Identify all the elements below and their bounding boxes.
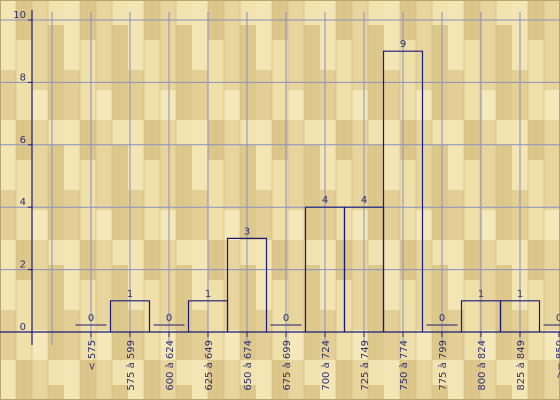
grid-lines (0, 12, 560, 345)
x-tick-label: 625 à 649 (203, 340, 215, 391)
axes (0, 10, 560, 345)
bar (382, 50, 424, 332)
bar-value-label: 4 (361, 195, 367, 206)
bar-value-label: 4 (322, 195, 328, 206)
bar (499, 300, 541, 332)
bars (75, 50, 560, 332)
bar-value-label: 9 (400, 39, 406, 50)
y-tick-label: 0 (20, 322, 26, 333)
y-tick-label: 10 (13, 10, 26, 21)
bar-value-label: 1 (478, 289, 484, 300)
bar-value-label: 0 (283, 313, 289, 324)
x-tick-label: 575 à 599 (125, 340, 137, 391)
y-tick-label: 8 (20, 72, 26, 83)
x-tick-label: 700 à 724 (320, 340, 332, 391)
bar (226, 237, 268, 332)
y-tick-label: 2 (20, 260, 26, 271)
bar-value-label: 1 (205, 289, 211, 300)
y-tick-label: 4 (20, 197, 26, 208)
bar-value-label: 1 (127, 289, 133, 300)
bar-value-label: 3 (244, 226, 250, 237)
bar-value-label: 0 (88, 313, 94, 324)
x-tick-label: >= 850 (555, 340, 560, 379)
x-tick-label: 650 à 674 (242, 340, 254, 391)
bar-value-label: 0 (439, 313, 445, 324)
x-tick-label: 825 à 849 (515, 340, 527, 391)
bar-value-label: 1 (517, 289, 523, 300)
x-tick-label: 800 à 824 (476, 340, 488, 391)
x-tick-label: < 575 (87, 340, 98, 371)
y-tick-label: 6 (20, 135, 26, 146)
x-tick-label: 750 à 774 (398, 340, 410, 391)
x-tick-label: 675 à 699 (281, 340, 293, 391)
bar-value-label: 0 (556, 313, 560, 324)
x-tick-label: 725 à 749 (359, 340, 371, 391)
bar-value-label: 0 (166, 313, 172, 324)
bar (109, 300, 151, 332)
x-tick-label: 600 à 624 (164, 340, 176, 391)
x-tick-label: 775 à 799 (437, 340, 449, 391)
